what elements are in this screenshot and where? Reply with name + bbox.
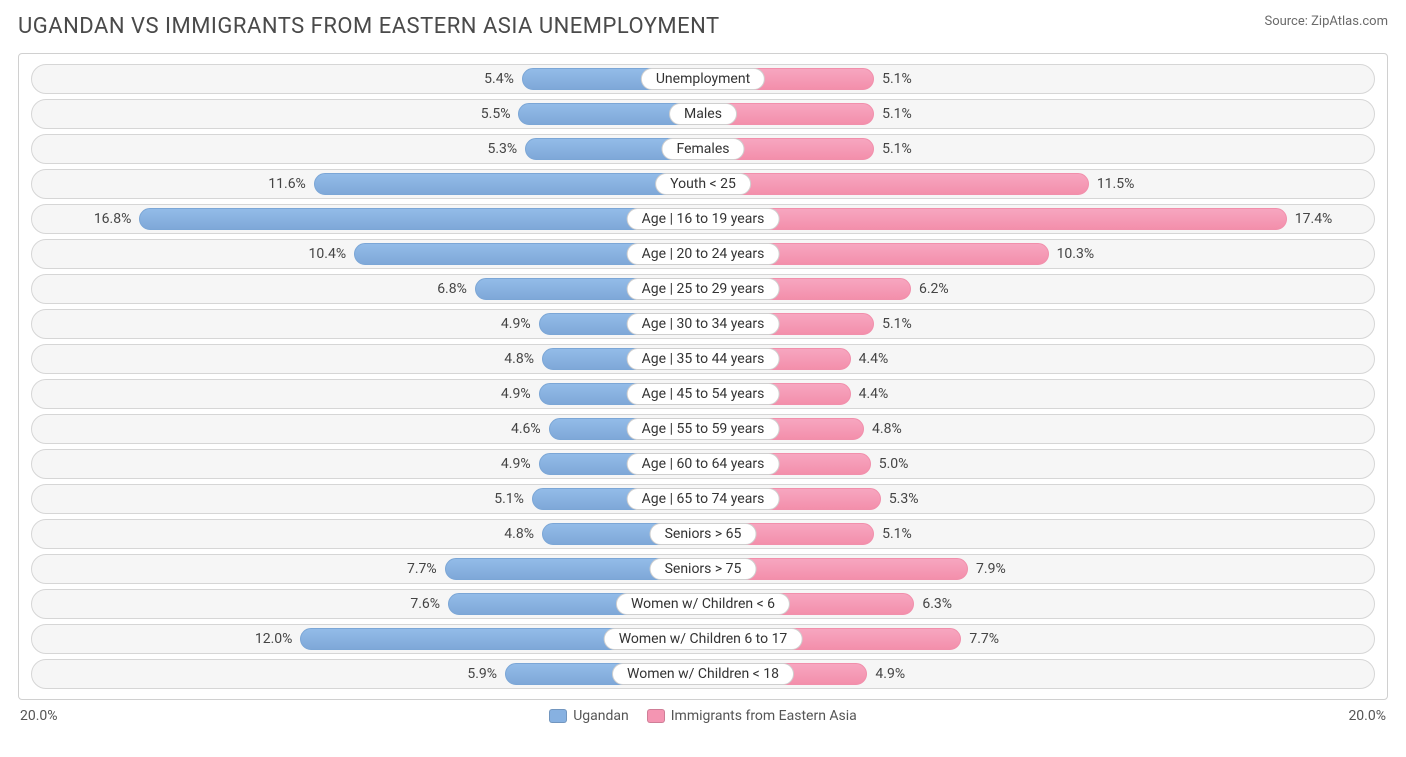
- legend-label-left: Ugandan: [573, 708, 629, 724]
- category-label: Females: [662, 138, 745, 160]
- category-label: Women w/ Children 6 to 17: [604, 628, 803, 650]
- pct-label-left: 4.9%: [501, 456, 531, 472]
- pct-label-right: 6.3%: [922, 596, 952, 612]
- chart-area: 5.4%5.1%Unemployment5.5%5.1%Males5.3%5.1…: [18, 53, 1388, 700]
- pct-label-left: 4.6%: [511, 421, 541, 437]
- chart-row: 4.8% 4.4% Age | 35 to 44 years: [31, 344, 1375, 374]
- chart-row: 5.3% 5.1% Females: [31, 134, 1375, 164]
- chart-row: 4.9% 4.4% Age | 45 to 54 years: [31, 379, 1375, 409]
- category-label: Age | 25 to 29 years: [627, 278, 780, 300]
- pct-label-left: 10.4%: [309, 246, 347, 262]
- bar-left: [314, 173, 703, 195]
- pct-label-right: 17.4%: [1295, 211, 1333, 227]
- pct-label-right: 4.4%: [859, 351, 889, 367]
- pct-label-right: 4.9%: [875, 666, 905, 682]
- chart-row: 4.9% 5.1% Age | 30 to 34 years: [31, 309, 1375, 339]
- pct-label-left: 5.9%: [467, 666, 497, 682]
- legend-label-right: Immigrants from Eastern Asia: [671, 708, 857, 724]
- swatch-icon: [647, 709, 665, 723]
- chart-row: 10.4% 10.3% Age | 20 to 24 years: [31, 239, 1375, 269]
- category-label: Age | 55 to 59 years: [627, 418, 780, 440]
- category-label: Age | 30 to 34 years: [627, 313, 780, 335]
- category-label: Age | 35 to 44 years: [627, 348, 780, 370]
- chart-header: UGANDAN VS IMMIGRANTS FROM EASTERN ASIA …: [18, 14, 1388, 39]
- pct-label-left: 4.9%: [501, 386, 531, 402]
- chart-row: 12.0% 7.7% Women w/ Children 6 to 17: [31, 624, 1375, 654]
- pct-label-right: 5.1%: [882, 71, 912, 87]
- pct-label-right: 7.7%: [969, 631, 999, 647]
- chart-row: 5.4% 5.1% Unemployment: [31, 64, 1375, 94]
- pct-label-right: 6.2%: [919, 281, 949, 297]
- chart-title: UGANDAN VS IMMIGRANTS FROM EASTERN ASIA …: [18, 14, 720, 39]
- pct-label-left: 5.1%: [494, 491, 524, 507]
- pct-label-left: 4.8%: [504, 526, 534, 542]
- pct-label-left: 4.8%: [504, 351, 534, 367]
- pct-label-right: 7.9%: [976, 561, 1006, 577]
- category-label: Age | 45 to 54 years: [627, 383, 780, 405]
- chart-row: 7.6% 6.3% Women w/ Children < 6: [31, 589, 1375, 619]
- category-label: Age | 20 to 24 years: [627, 243, 780, 265]
- legend-item-right: Immigrants from Eastern Asia: [647, 708, 857, 724]
- category-label: Age | 60 to 64 years: [627, 453, 780, 475]
- chart-row: 5.5% 5.1% Males: [31, 99, 1375, 129]
- pct-label-right: 4.8%: [872, 421, 902, 437]
- pct-label-left: 7.7%: [407, 561, 437, 577]
- pct-label-left: 5.3%: [488, 141, 518, 157]
- legend-item-left: Ugandan: [549, 708, 629, 724]
- pct-label-right: 5.0%: [879, 456, 909, 472]
- axis-right-max: 20.0%: [1348, 708, 1386, 724]
- pct-label-right: 11.5%: [1097, 176, 1135, 192]
- category-label: Women w/ Children < 6: [616, 593, 790, 615]
- pct-label-right: 10.3%: [1057, 246, 1095, 262]
- chart-row: 11.6% 11.5% Youth < 25: [31, 169, 1375, 199]
- swatch-icon: [549, 709, 567, 723]
- pct-label-left: 16.8%: [94, 211, 132, 227]
- chart-row: 5.1% 5.3% Age | 65 to 74 years: [31, 484, 1375, 514]
- pct-label-left: 4.9%: [501, 316, 531, 332]
- chart-source: Source: ZipAtlas.com: [1264, 14, 1388, 29]
- pct-label-right: 4.4%: [859, 386, 889, 402]
- pct-label-right: 5.1%: [882, 141, 912, 157]
- chart-row: 5.9% 4.9% Women w/ Children < 18: [31, 659, 1375, 689]
- chart-row: 4.9% 5.0% Age | 60 to 64 years: [31, 449, 1375, 479]
- pct-label-left: 6.8%: [437, 281, 467, 297]
- axis-left-max: 20.0%: [20, 708, 58, 724]
- pct-label-right: 5.1%: [882, 526, 912, 542]
- bar-right: [703, 173, 1089, 195]
- pct-label-left: 12.0%: [255, 631, 293, 647]
- pct-label-left: 7.6%: [410, 596, 440, 612]
- pct-label-right: 5.3%: [889, 491, 919, 507]
- pct-label-left: 5.5%: [481, 106, 511, 122]
- legend: Ugandan Immigrants from Eastern Asia: [549, 708, 857, 724]
- chart-footer: 20.0% Ugandan Immigrants from Eastern As…: [18, 700, 1388, 724]
- chart-row: 6.8% 6.2% Age | 25 to 29 years: [31, 274, 1375, 304]
- chart-row: 4.6% 4.8% Age | 55 to 59 years: [31, 414, 1375, 444]
- pct-label-left: 5.4%: [484, 71, 514, 87]
- bar-right: [703, 208, 1287, 230]
- category-label: Unemployment: [641, 68, 765, 90]
- category-label: Seniors > 75: [650, 558, 757, 580]
- chart-row: 4.8% 5.1% Seniors > 65: [31, 519, 1375, 549]
- chart-row: 16.8% 17.4% Age | 16 to 19 years: [31, 204, 1375, 234]
- category-label: Males: [669, 103, 737, 125]
- category-label: Women w/ Children < 18: [612, 663, 794, 685]
- pct-label-right: 5.1%: [882, 316, 912, 332]
- category-label: Age | 65 to 74 years: [627, 488, 780, 510]
- category-label: Youth < 25: [655, 173, 751, 195]
- bar-left: [139, 208, 703, 230]
- chart-row: 7.7% 7.9% Seniors > 75: [31, 554, 1375, 584]
- pct-label-left: 11.6%: [268, 176, 306, 192]
- category-label: Age | 16 to 19 years: [627, 208, 780, 230]
- category-label: Seniors > 65: [650, 523, 757, 545]
- pct-label-right: 5.1%: [882, 106, 912, 122]
